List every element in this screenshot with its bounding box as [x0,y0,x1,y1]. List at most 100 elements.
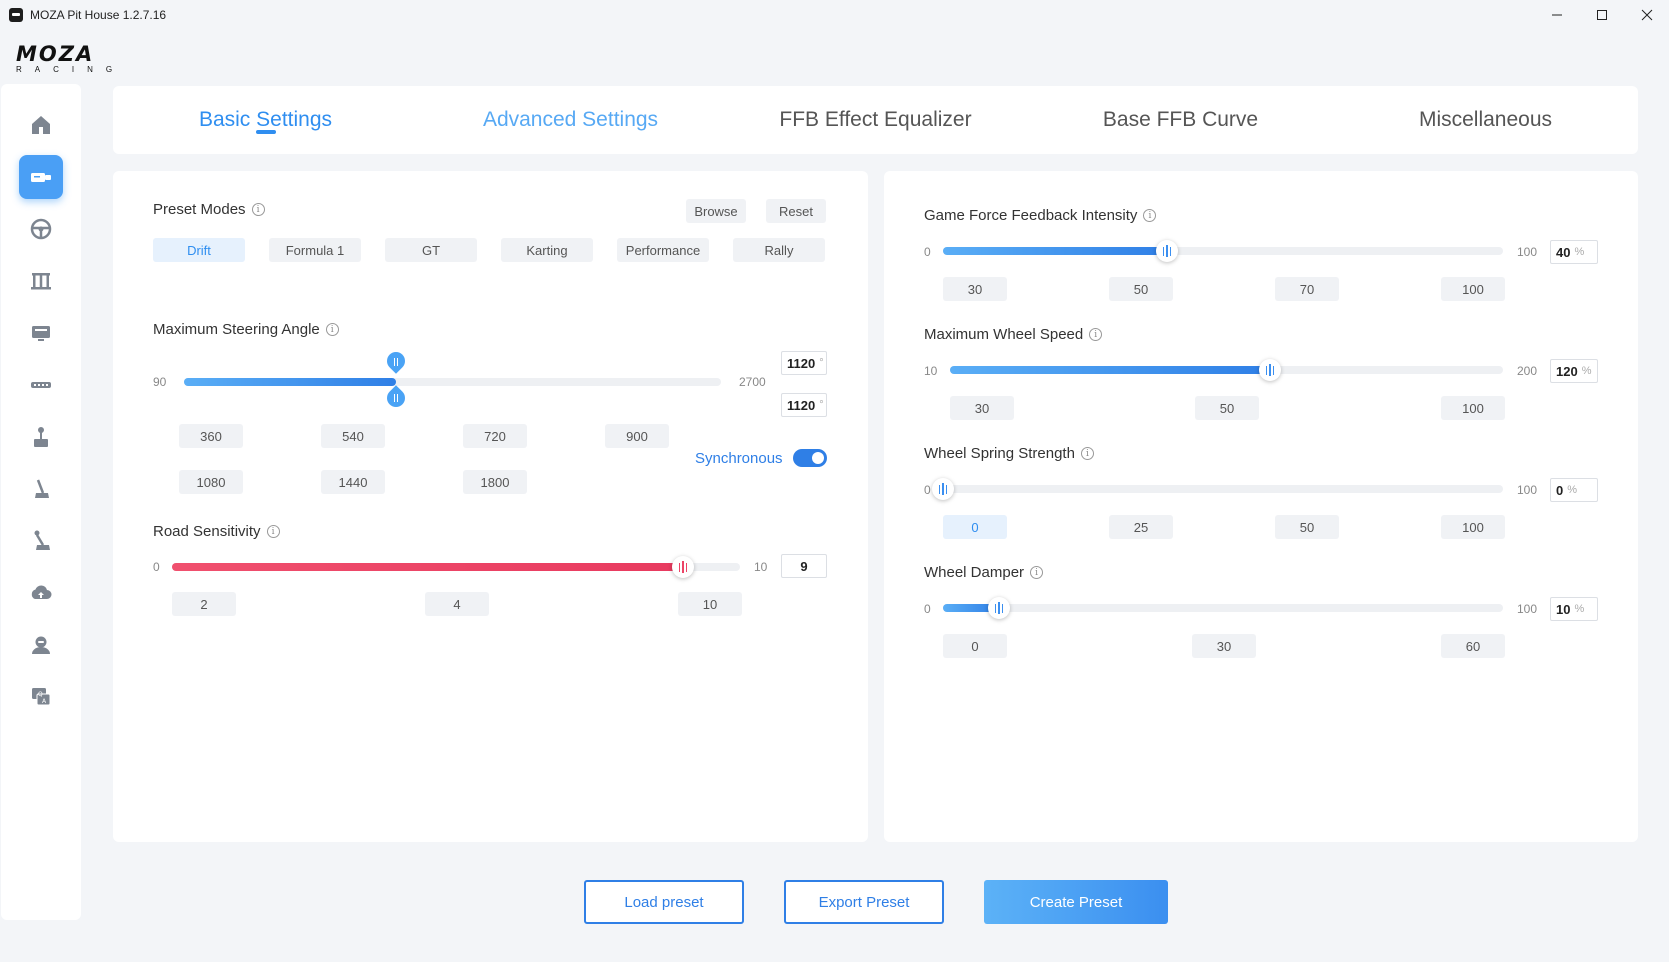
info-icon[interactable]: i [325,323,339,336]
sidebar-item-cloud[interactable] [19,571,63,615]
preset-formula-1[interactable]: Formula 1 [269,238,361,262]
steering-angle-handle-top[interactable] [383,348,409,374]
steering-preset-1440[interactable]: 1440 [321,470,385,494]
tab-ffb-effect-equalizer[interactable]: FFB Effect Equalizer [723,86,1028,154]
synchronous-toggle[interactable] [792,449,827,467]
info-icon[interactable]: i [1089,328,1103,341]
info-icon[interactable]: i [1080,447,1094,460]
info-icon[interactable]: i [1030,566,1044,579]
wheel-speed-preset-30[interactable]: 30 [950,396,1014,420]
title-bar: MOZA Pit House 1.2.7.16 [0,0,1669,30]
minimize-button[interactable] [1534,0,1579,30]
game-ffb-intensity-title: Game Force Feedback Intensity i [924,207,1157,224]
wheel-damper-handle[interactable] [988,597,1010,619]
export-preset-button[interactable]: Export Preset [784,880,944,924]
steering-angle-input-bottom[interactable]: 1120 ° [781,393,827,417]
wheel-spring-preset-50[interactable]: 50 [1275,515,1339,539]
window-controls [1534,0,1669,30]
steering-angle-handle-bottom[interactable] [383,385,409,411]
sidebar-item-shifter[interactable] [19,415,63,459]
tab-label: Advanced Settings [482,108,659,131]
sidebar-item-home[interactable] [19,103,63,147]
game-ffb-intensity-input[interactable]: 40% [1550,240,1598,264]
wheel-speed-preset-100[interactable]: 100 [1441,396,1505,420]
road-sensitivity-handle[interactable] [672,556,695,578]
steering-preset-360[interactable]: 360 [179,424,243,448]
sidebar-item-wheelbase[interactable] [19,155,63,199]
wheel-speed-preset-50[interactable]: 50 [1195,396,1259,420]
active-tab-indicator [255,130,276,134]
preset-performance[interactable]: Performance [617,238,709,262]
max-wheel-speed-input[interactable]: 120% [1550,359,1598,383]
tab-base-ffb-curve[interactable]: Base FFB Curve [1028,86,1333,154]
preset-gt[interactable]: GT [385,238,477,262]
sidebar-item-user[interactable] [19,623,63,667]
game-ffb-intensity-track[interactable] [943,247,1503,255]
game-ffb-preset-50[interactable]: 50 [1109,277,1173,301]
sidebar-item-handbrake[interactable] [19,467,63,511]
max-wheel-speed-track[interactable] [950,366,1503,374]
steering-preset-1080[interactable]: 1080 [179,470,243,494]
wheel-damper-preset-30[interactable]: 30 [1192,634,1256,658]
reset-button[interactable]: Reset [766,199,826,223]
minimize-icon [1551,14,1562,16]
handbrake-icon [35,479,49,498]
road-preset-2[interactable]: 2 [172,592,236,616]
road-preset-4[interactable]: 4 [425,592,489,616]
road-sensitivity-input[interactable]: 9 [781,554,827,578]
preset-drift[interactable]: Drift [153,238,245,262]
info-icon[interactable]: i [251,203,265,216]
road-sensitivity-track[interactable] [172,563,740,571]
game-ffb-max-label: 100 [1517,245,1538,259]
wheelbase-icon [31,173,51,182]
game-ffb-preset-70[interactable]: 70 [1275,277,1339,301]
steering-preset-540[interactable]: 540 [321,424,385,448]
road-sensitivity-title: Road Sensitivity i [153,523,280,540]
close-button[interactable] [1624,0,1669,30]
pedals-icon [31,273,51,290]
game-ffb-preset-100[interactable]: 100 [1441,277,1505,301]
tab-label: FFB Effect Equalizer [779,108,972,131]
maximize-button[interactable] [1579,0,1624,30]
wheel-spring-preset-25[interactable]: 25 [1109,515,1173,539]
steering-preset-720[interactable]: 720 [463,424,527,448]
wheel-spring-min-label: 0 [924,483,931,497]
wheel-damper-preset-60[interactable]: 60 [1441,634,1505,658]
wheel-damper-track[interactable] [943,604,1503,612]
preset-karting[interactable]: Karting [501,238,593,262]
steering-angle-track[interactable] [184,378,721,386]
steering-preset-900[interactable]: 900 [605,424,669,448]
info-icon[interactable]: i [1143,209,1157,222]
sidebar-item-handbrake-bar[interactable] [19,363,63,407]
tab-advanced-settings[interactable]: Advanced Settings [418,86,723,154]
wheel-spring-preset-0[interactable]: 0 [943,515,1007,539]
steering-preset-1800[interactable]: 1800 [463,470,527,494]
sidebar-item-dashboard[interactable] [19,311,63,355]
tab-miscellaneous[interactable]: Miscellaneous [1333,86,1638,154]
sidebar-item-pedals[interactable] [19,259,63,303]
wheel-spring-strength-input[interactable]: 0% [1550,478,1598,502]
wheel-spring-strength-handle[interactable] [932,478,954,500]
wheel-damper-preset-0[interactable]: 0 [943,634,1007,658]
game-ffb-preset-30[interactable]: 30 [943,277,1007,301]
sidebar-item-steering-wheel[interactable] [19,207,63,251]
load-preset-button[interactable]: Load preset [584,880,744,924]
wheel-damper-input[interactable]: 10% [1550,597,1598,621]
browse-button[interactable]: Browse [686,199,746,223]
right-settings-panel: Game Force Feedback Intensity i 0 100 40%… [884,171,1638,842]
tab-basic-settings[interactable]: Basic Settings [113,86,418,154]
create-preset-button[interactable]: Create Preset [984,880,1168,924]
svg-text:Q: Q [38,691,43,698]
info-icon[interactable]: i [266,525,280,538]
sidebar-item-sequential-shifter[interactable] [19,519,63,563]
road-preset-10[interactable]: 10 [678,592,742,616]
preset-rally[interactable]: Rally [733,238,825,262]
max-wheel-speed-title: Maximum Wheel Speed i [924,326,1103,343]
wheel-spring-preset-100[interactable]: 100 [1441,515,1505,539]
game-ffb-intensity-handle[interactable] [1156,240,1178,262]
max-wheel-speed-handle[interactable] [1259,359,1282,381]
steering-angle-input-top[interactable]: 1120 ° [781,351,827,375]
wheel-spring-strength-track[interactable] [943,485,1503,493]
maximize-icon [1596,10,1607,20]
